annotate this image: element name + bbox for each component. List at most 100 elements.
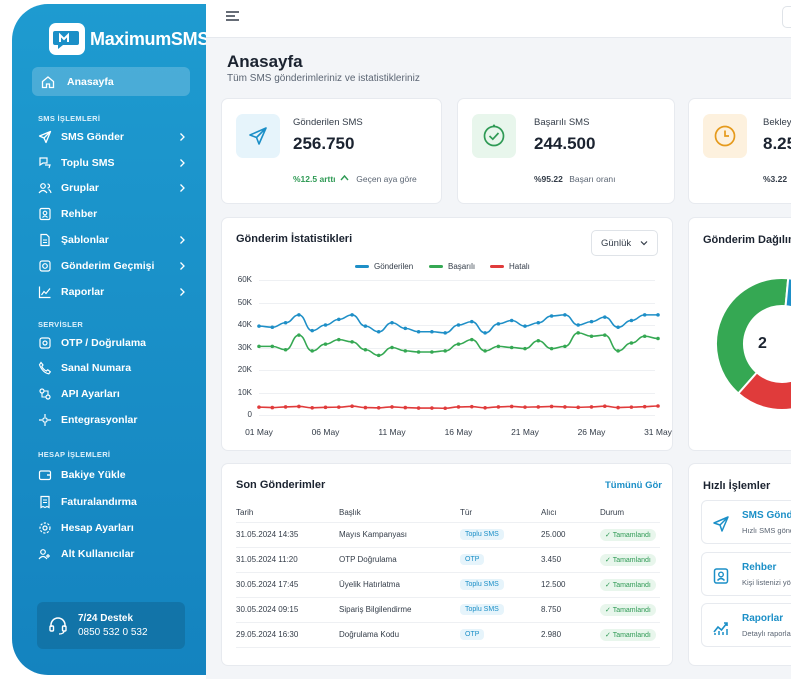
data-point[interactable] [257, 344, 261, 349]
data-point[interactable] [257, 405, 261, 409]
data-point[interactable] [443, 349, 447, 353]
data-point[interactable] [283, 405, 288, 409]
table-row[interactable]: 30.05.2024 17:45 Üyelik Hatırlatma Toplu S… [236, 572, 660, 598]
data-point[interactable] [616, 405, 620, 410]
data-point[interactable] [297, 333, 301, 337]
data-point[interactable] [376, 329, 381, 334]
data-point[interactable] [509, 345, 514, 350]
data-point[interactable] [403, 405, 408, 410]
data-point[interactable] [603, 404, 607, 409]
data-point[interactable] [363, 347, 368, 352]
data-point[interactable] [403, 349, 408, 353]
legend-item[interactable]: Başarılı [429, 262, 475, 271]
data-point[interactable] [642, 313, 647, 317]
data-point[interactable] [456, 323, 461, 327]
data-point[interactable] [416, 350, 421, 354]
data-point[interactable] [350, 404, 354, 409]
data-point[interactable] [257, 324, 261, 328]
sidebar-item[interactable]: SMS Gönder [38, 127, 188, 147]
view-all-link[interactable]: Tümünü Gör [605, 480, 662, 491]
legend-item[interactable]: Gönderilen [355, 262, 413, 271]
sidebar-item[interactable]: Toplu SMS [38, 153, 188, 173]
data-point[interactable] [376, 353, 381, 358]
data-point[interactable] [483, 349, 487, 353]
sidebar-item[interactable]: Rehber [38, 204, 188, 224]
data-point[interactable] [616, 349, 620, 353]
data-point[interactable] [563, 405, 567, 409]
topbar-action-button[interactable] [782, 6, 791, 28]
table-row[interactable]: 31.05.2024 11:20 OTP Doğrulama OTP 3.450 ✓ T… [236, 547, 660, 573]
data-point[interactable] [430, 406, 434, 410]
data-point[interactable] [536, 338, 541, 343]
legend-item[interactable]: Hatalı [490, 262, 530, 271]
data-point[interactable] [656, 336, 660, 341]
data-point[interactable] [270, 325, 275, 330]
data-point[interactable] [283, 320, 288, 325]
data-point[interactable] [496, 344, 501, 349]
data-point[interactable] [297, 404, 301, 409]
data-point[interactable] [443, 406, 447, 411]
data-point[interactable] [536, 405, 541, 409]
data-point[interactable] [589, 405, 594, 409]
data-point[interactable] [270, 405, 275, 410]
data-point[interactable] [270, 344, 275, 349]
data-point[interactable] [496, 322, 501, 326]
donut-slice[interactable] [715, 277, 790, 395]
data-point[interactable] [563, 313, 567, 317]
support-phone[interactable]: 0850 532 0 532 [78, 627, 148, 638]
quick-action-item[interactable]: Raporlar Detaylı raporları inceleyin [701, 603, 791, 647]
data-point[interactable] [310, 328, 314, 333]
sidebar-item[interactable]: Gruplar [38, 178, 188, 198]
data-point[interactable] [549, 404, 554, 409]
column-header[interactable]: Tarih [236, 504, 339, 523]
column-header[interactable]: Başlık [339, 504, 460, 523]
column-header[interactable]: Alıcı [541, 504, 600, 523]
data-point[interactable] [310, 349, 314, 353]
data-point[interactable] [603, 315, 607, 319]
data-point[interactable] [536, 320, 541, 325]
sidebar-item[interactable]: Hesap Ayarları [38, 518, 188, 538]
data-point[interactable] [430, 329, 434, 334]
sidebar-item[interactable]: Raporlar [38, 282, 188, 302]
data-point[interactable] [323, 405, 328, 410]
period-select[interactable]: Günlük [591, 230, 658, 256]
donut-slice[interactable] [784, 277, 791, 324]
data-point[interactable] [483, 406, 487, 410]
data-point[interactable] [656, 313, 660, 317]
data-point[interactable] [416, 406, 421, 410]
data-point[interactable] [642, 334, 647, 339]
sidebar-item[interactable]: API Ayarları [38, 384, 188, 404]
data-point[interactable] [576, 323, 580, 327]
data-point[interactable] [390, 405, 394, 409]
data-point[interactable] [616, 325, 620, 330]
data-point[interactable] [523, 405, 527, 409]
data-point[interactable] [363, 324, 368, 328]
sidebar-item[interactable]: Şablonlar [38, 230, 188, 250]
sidebar-item[interactable]: Entegrasyonlar [38, 410, 188, 430]
data-point[interactable] [430, 350, 434, 354]
data-point[interactable] [629, 318, 634, 323]
data-point[interactable] [470, 319, 474, 324]
sidebar-item[interactable]: Gönderim Geçmişi [38, 256, 188, 276]
menu-toggle-icon[interactable] [225, 9, 241, 23]
table-row[interactable]: 31.05.2024 14:35 Mayıs Kampanyası Toplu SM… [236, 522, 660, 548]
sidebar-item[interactable]: Sanal Numara [38, 358, 188, 378]
data-point[interactable] [589, 334, 594, 339]
sidebar-item[interactable]: Alt Kullanıcılar [38, 544, 188, 564]
data-point[interactable] [323, 342, 328, 346]
data-point[interactable] [496, 405, 501, 409]
data-point[interactable] [629, 405, 634, 409]
donut-slice[interactable] [736, 359, 791, 411]
column-header[interactable]: Durum [600, 504, 660, 523]
data-point[interactable] [350, 313, 354, 317]
data-point[interactable] [443, 331, 447, 335]
data-point[interactable] [403, 326, 408, 331]
data-point[interactable] [576, 405, 580, 410]
quick-action-item[interactable]: Rehber Kişi listenizi yönetin [701, 552, 791, 596]
data-point[interactable] [589, 319, 594, 324]
sidebar-item[interactable]: OTP / Doğrulama [38, 333, 188, 353]
data-point[interactable] [509, 318, 514, 323]
table-row[interactable]: 29.05.2024 16:30 Doğrulama Kodu OTP 2.980 ✓ … [236, 622, 660, 648]
column-header[interactable]: Tür [460, 504, 541, 523]
data-point[interactable] [376, 406, 381, 410]
